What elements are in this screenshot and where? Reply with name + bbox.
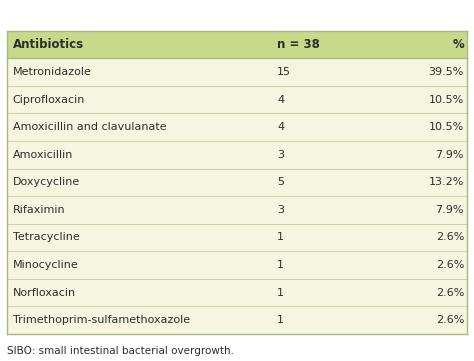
Text: Trimethoprim-sulfamethoxazole: Trimethoprim-sulfamethoxazole	[13, 315, 190, 325]
Text: Tetracycline: Tetracycline	[13, 232, 80, 243]
Text: Norfloxacin: Norfloxacin	[13, 288, 76, 297]
Text: Ciprofloxacin: Ciprofloxacin	[13, 95, 85, 105]
Text: 1: 1	[277, 288, 284, 297]
Text: 2.6%: 2.6%	[436, 315, 464, 325]
Text: 13.2%: 13.2%	[428, 177, 464, 187]
Text: 5: 5	[277, 177, 284, 187]
Text: Antibiotics: Antibiotics	[13, 38, 84, 51]
Text: 1: 1	[277, 315, 284, 325]
Text: Rifaximin: Rifaximin	[13, 205, 65, 215]
Text: 1: 1	[277, 232, 284, 243]
Bar	[7, 196, 467, 224]
Text: 7.9%: 7.9%	[436, 150, 464, 160]
Text: Amoxicillin: Amoxicillin	[13, 150, 73, 160]
Bar	[7, 224, 467, 251]
Text: Metronidazole: Metronidazole	[13, 67, 91, 77]
Text: 2.6%: 2.6%	[436, 288, 464, 297]
Bar	[7, 251, 467, 279]
Text: 7.9%: 7.9%	[436, 205, 464, 215]
Text: Minocycline: Minocycline	[13, 260, 79, 270]
Bar	[7, 169, 467, 196]
Bar	[7, 141, 467, 169]
Bar	[7, 113, 467, 141]
Text: n = 38: n = 38	[277, 38, 320, 51]
Bar	[7, 31, 467, 58]
Bar	[7, 58, 467, 86]
Text: SIBO: small intestinal bacterial overgrowth.: SIBO: small intestinal bacterial overgro…	[7, 346, 234, 356]
Text: Doxycycline: Doxycycline	[13, 177, 80, 187]
Text: 1: 1	[277, 260, 284, 270]
Bar	[7, 86, 467, 113]
Text: Amoxicillin and clavulanate: Amoxicillin and clavulanate	[13, 122, 166, 132]
Bar	[7, 279, 467, 306]
Text: 4: 4	[277, 95, 284, 105]
Text: 3: 3	[277, 205, 284, 215]
Text: 3: 3	[277, 150, 284, 160]
Text: %: %	[452, 38, 464, 51]
Text: 10.5%: 10.5%	[429, 122, 464, 132]
Text: 2.6%: 2.6%	[436, 232, 464, 243]
Bar	[7, 306, 467, 334]
Text: 2.6%: 2.6%	[436, 260, 464, 270]
Text: 10.5%: 10.5%	[429, 95, 464, 105]
Text: 15: 15	[277, 67, 291, 77]
Text: 4: 4	[277, 122, 284, 132]
Text: 39.5%: 39.5%	[428, 67, 464, 77]
